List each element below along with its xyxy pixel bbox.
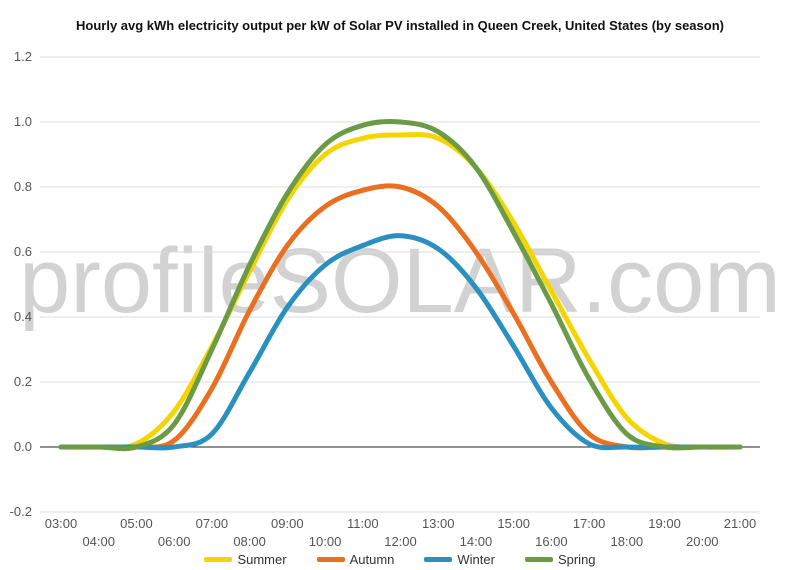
x-tick-label: 08:00 [233, 534, 266, 549]
y-tick-label: 0.2 [14, 374, 32, 389]
x-tick-label: 03:00 [45, 516, 78, 531]
y-tick-label: -0.2 [10, 504, 32, 519]
x-tick-label: 19:00 [648, 516, 681, 531]
y-tick-label: 1.2 [14, 49, 32, 64]
x-tick-label: 21:00 [724, 516, 757, 531]
x-tick-label: 20:00 [686, 534, 719, 549]
x-tick-label: 18:00 [611, 534, 644, 549]
legend-label: Winter [457, 551, 495, 567]
x-tick-label: 07:00 [196, 516, 229, 531]
y-axis-ticks: 1.2 1.0 0.8 0.6 0.4 0.2 0.0 -0.2 [10, 49, 32, 519]
watermark: profileSOLAR.com [19, 230, 781, 332]
series-lines [58, 119, 743, 452]
legend-item-winter[interactable]: Winter [424, 550, 495, 568]
y-tick-label: 0.0 [14, 439, 32, 454]
legend-label: Spring [557, 551, 596, 567]
x-tick-label: 14:00 [460, 534, 493, 549]
chart-title: Hourly avg kWh electricity output per kW… [76, 18, 724, 33]
legend-swatch [524, 556, 553, 562]
x-tick-label: 04:00 [82, 534, 115, 549]
legend: Summer Autumn Winter Spring [0, 550, 800, 568]
series-line-summer [58, 132, 743, 450]
y-tick-label: 0.4 [14, 309, 32, 324]
x-tick-label: 17:00 [573, 516, 606, 531]
y-tick-label: 1.0 [14, 114, 32, 129]
legend-swatch [316, 556, 345, 562]
x-tick-label: 10:00 [309, 534, 342, 549]
legend-item-spring[interactable]: Spring [524, 550, 596, 568]
legend-label: Autumn [349, 551, 395, 567]
series-line-winter [58, 233, 743, 451]
watermark-text: profileSOLAR.com [19, 230, 781, 332]
x-tick-label: 11:00 [347, 516, 379, 531]
legend-label: Summer [237, 551, 287, 567]
x-tick-label: 16:00 [535, 534, 568, 549]
series-line-spring [58, 119, 743, 452]
legend-item-autumn[interactable]: Autumn [316, 550, 395, 568]
legend-item-summer[interactable]: Summer [204, 550, 287, 568]
x-tick-label: 05:00 [120, 516, 153, 531]
y-tick-label: 0.8 [14, 179, 32, 194]
y-tick-label: 0.6 [14, 244, 32, 259]
x-tick-label: 15:00 [497, 516, 530, 531]
legend-swatch [204, 556, 233, 562]
x-tick-label: 09:00 [271, 516, 304, 531]
x-tick-label: 12:00 [384, 534, 417, 549]
legend-swatch [424, 556, 453, 562]
x-tick-label: 06:00 [158, 534, 191, 549]
x-tick-label: 13:00 [422, 516, 455, 531]
x-axis-ticks: 03:00 04:00 05:00 06:00 07:00 08:00 09:00 10:00… [45, 516, 757, 549]
